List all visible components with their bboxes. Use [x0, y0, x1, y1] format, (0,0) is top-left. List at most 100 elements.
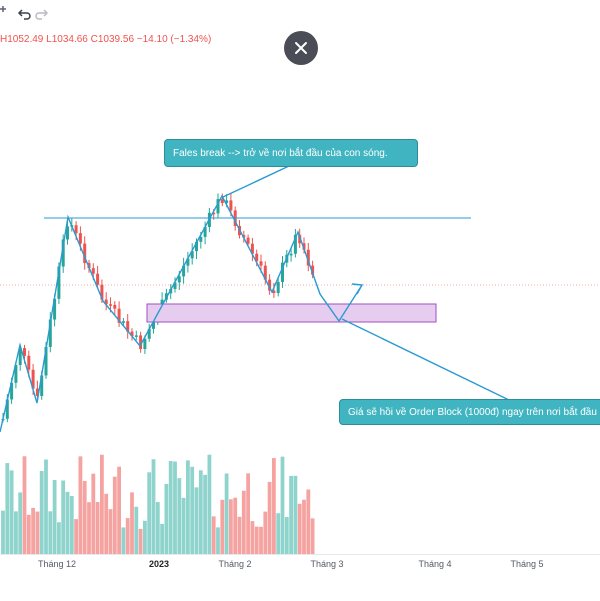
volume-bar [155, 502, 160, 554]
candle-body [276, 281, 280, 294]
volume-bar [112, 476, 117, 554]
candle-body [139, 335, 143, 349]
candle-body [298, 234, 302, 244]
volume-bar [104, 493, 109, 554]
candle-body [48, 319, 52, 347]
candle-body [100, 284, 104, 300]
close-button[interactable] [284, 31, 318, 65]
candle-body [259, 261, 263, 266]
volume-bar [22, 456, 27, 554]
volume-bar [65, 491, 70, 554]
volume-bar [130, 492, 134, 554]
candle-body [126, 321, 130, 332]
volume-bar [44, 459, 48, 554]
volume-bar [229, 499, 233, 554]
candle-body [306, 249, 310, 266]
candle-body [74, 225, 78, 234]
candle-body [216, 199, 220, 214]
volume-bar [5, 463, 10, 554]
candle-body [35, 388, 39, 396]
volume-bar [160, 523, 164, 554]
candle-body [147, 328, 151, 339]
volume-bar [95, 502, 100, 554]
candle-body [199, 236, 203, 242]
projection-arrowhead [351, 283, 364, 295]
candle-body [78, 233, 82, 244]
volume-bar [121, 527, 126, 554]
candle-body [311, 265, 315, 275]
volume-bar [254, 526, 259, 554]
volume-bar [284, 517, 289, 554]
volume-bar [289, 475, 293, 554]
candle-body [10, 382, 14, 400]
candle-body [96, 273, 100, 285]
volume-bar [198, 470, 203, 554]
volume-bar [259, 526, 263, 554]
volume-bar [306, 489, 311, 554]
volume-bar [168, 461, 173, 554]
redo-icon[interactable] [34, 6, 50, 22]
volume-bar [173, 461, 177, 554]
volume-bar [272, 458, 276, 554]
price-chart[interactable] [0, 0, 600, 554]
candle-body [281, 262, 284, 282]
volume-bar [117, 466, 121, 554]
volume-bar [267, 481, 272, 554]
candle-body [44, 346, 48, 376]
volume-bar [18, 492, 23, 554]
x-tick-label: Tháng 2 [218, 559, 252, 569]
volume-bar [233, 497, 238, 554]
close-icon [295, 42, 307, 54]
candle-body [225, 200, 229, 204]
volume-bar [241, 490, 246, 554]
volume-bar [293, 475, 298, 554]
candle-body [255, 253, 259, 262]
candle-body [23, 348, 26, 356]
volume-bar [35, 511, 40, 554]
volume-bar [263, 511, 268, 554]
candle-body [302, 243, 306, 250]
volume-bar [74, 519, 78, 554]
volume-bar [207, 454, 212, 554]
wave-path [0, 194, 363, 433]
candle-body [27, 355, 31, 370]
volume-bar [237, 516, 242, 554]
candle-body [190, 251, 194, 259]
volume-bar [1, 510, 5, 554]
candle-body [121, 321, 125, 323]
volume-bars [1, 454, 315, 554]
time-axis[interactable]: Tháng 12 2023 Tháng 2 Tháng 3 Tháng 4 Th… [0, 554, 600, 601]
volume-bar [276, 513, 281, 554]
annotation-callout-bottom[interactable]: Giá sẽ hồi về Order Block (1000đ) ngay t… [339, 399, 600, 425]
candle-body [212, 212, 216, 215]
volume-bar [26, 514, 31, 554]
magnet-icon[interactable] [0, 6, 16, 22]
top-toolbar [0, 0, 120, 28]
volume-bar [100, 454, 104, 554]
undo-icon[interactable] [16, 6, 32, 22]
volume-bar [61, 480, 66, 554]
candle-body [134, 335, 138, 337]
volume-bar [87, 502, 91, 554]
volume-bar [48, 511, 53, 554]
candle-body [83, 243, 87, 264]
candle-body [272, 290, 276, 294]
candle-body [57, 266, 61, 299]
volume-bar [31, 507, 35, 554]
candle-body [182, 265, 186, 277]
volume-bar [302, 499, 306, 554]
volume-bar [57, 522, 61, 554]
volume-bar [151, 459, 156, 554]
x-tick-label: Tháng 4 [418, 559, 452, 569]
volume-bar [250, 521, 255, 554]
annotation-callout-top[interactable]: Fales break --> trở về nơi bắt đầu của c… [164, 139, 418, 167]
x-tick-label: Tháng 12 [37, 559, 77, 569]
callout-1-pointer [222, 165, 290, 198]
volume-bar [194, 487, 199, 554]
candle-body [5, 399, 9, 419]
volume-bar [203, 474, 207, 554]
volume-bar [297, 503, 302, 554]
candle-body [117, 308, 121, 323]
volume-bar [177, 478, 182, 554]
candle-body [173, 282, 177, 289]
